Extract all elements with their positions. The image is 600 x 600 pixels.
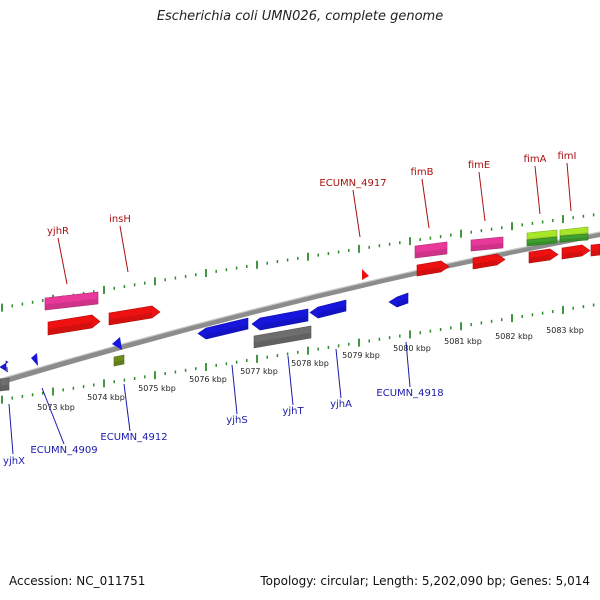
gene-label-fimA[interactable]: fimA <box>524 154 547 165</box>
bottom-gene-labels: yjhX ECUMN_4909 ECUMN_4912 yjhS yjhT yjh… <box>3 388 444 467</box>
callout-line <box>534 165 541 215</box>
feature-fimB-pink-shade <box>415 248 447 258</box>
label-callout-lines <box>8 162 572 455</box>
callout-line <box>231 364 238 415</box>
feature-ecumn-4917[interactable] <box>362 269 369 280</box>
feature-fimA-red-shade <box>529 255 550 263</box>
feature-fimE-red-shade <box>473 260 497 269</box>
callout-line <box>57 237 68 285</box>
kbp-label: 5083 kbp <box>546 326 584 335</box>
gene-label-fimI[interactable]: fimI <box>558 151 577 162</box>
callout-line <box>478 171 486 222</box>
callout-line <box>41 387 65 445</box>
feature-yjhS-shade <box>206 324 248 339</box>
kbp-label: 5076 kbp <box>189 375 227 384</box>
callout-line <box>405 341 411 388</box>
gene-label-yjhA[interactable]: yjhA <box>330 399 352 410</box>
callout-line <box>287 355 294 406</box>
gene-label-ecumn-4917[interactable]: ECUMN_4917 <box>319 178 386 189</box>
gene-label-fimE[interactable]: fimE <box>468 160 490 171</box>
feature-yjhT-shade <box>260 315 308 330</box>
feature-yjhA-shade <box>318 306 346 318</box>
gene-label-yjhS[interactable]: yjhS <box>226 415 247 426</box>
gene-label-ecumn-4918[interactable]: ECUMN_4918 <box>376 388 443 399</box>
feature-fimE-pink-shade <box>471 243 503 251</box>
callout-line <box>352 189 361 238</box>
feature-fimI-red-shade <box>562 251 582 259</box>
top-gene-labels: yjhR insH ECUMN_4917 fimB fimE fimA fimI <box>47 151 576 237</box>
feature-edge-red-shade <box>591 250 600 256</box>
gene-label-yjhR[interactable]: yjhR <box>47 226 69 237</box>
kbp-label: 5075 kbp <box>138 384 176 393</box>
kbp-scale-labels: 5073 kbp 5074 kbp 5075 kbp 5076 kbp 5077… <box>37 326 584 412</box>
feature-gray-shade <box>254 332 311 348</box>
feature-gray-left-shade <box>0 384 9 391</box>
gene-label-ecumn-4912[interactable]: ECUMN_4912 <box>100 432 167 443</box>
callout-line <box>123 383 131 432</box>
accession-text: Accession: NC_011751 <box>9 574 146 588</box>
kbp-label: 5077 kbp <box>240 367 278 376</box>
gene-label-yjhX[interactable]: yjhX <box>3 456 25 467</box>
gene-label-yjhT[interactable]: yjhT <box>282 406 304 417</box>
feature-olive-shade <box>114 359 124 366</box>
callout-line <box>8 403 14 455</box>
kbp-label: 5078 kbp <box>291 359 329 368</box>
kbp-label: 5081 kbp <box>444 337 482 346</box>
feature-ecumn-4918-shade <box>397 298 408 307</box>
gene-label-insH[interactable]: insH <box>109 214 131 225</box>
feature-ecumn-4909[interactable] <box>31 353 38 366</box>
feature-insH-shade <box>109 312 152 325</box>
tick-tracks <box>1 213 595 404</box>
kbp-label: 5079 kbp <box>342 351 380 360</box>
callout-line <box>119 225 129 273</box>
genome-backbone <box>0 231 600 385</box>
gene-label-fimB[interactable]: fimB <box>411 167 434 178</box>
genome-summary-text: Topology: circular; Length: 5,202,090 bp… <box>260 574 590 588</box>
kbp-label: 5074 kbp <box>87 393 125 402</box>
kbp-label: 5082 kbp <box>495 332 533 341</box>
feature-fimA-green-shade <box>527 240 557 246</box>
feature-fimI-green-shade <box>560 237 588 242</box>
callout-line <box>566 162 572 212</box>
feature-yjhX-shade <box>6 366 8 372</box>
map-title: Escherichia coli UMN026, complete genome <box>156 9 444 24</box>
callout-line <box>421 178 430 229</box>
gene-features <box>0 226 600 392</box>
gene-label-ecumn-4909[interactable]: ECUMN_4909 <box>30 445 97 456</box>
feature-yjhR-red-shade <box>48 322 92 335</box>
kbp-label: 5073 kbp <box>37 403 75 412</box>
feature-ecumn-4912-arrow[interactable] <box>112 337 122 350</box>
callout-line <box>335 348 342 399</box>
kbp-label: 5080 kbp <box>393 344 431 353</box>
feature-yjhR-pink-shade <box>45 298 98 310</box>
feature-fimB-red-shade <box>417 267 441 276</box>
